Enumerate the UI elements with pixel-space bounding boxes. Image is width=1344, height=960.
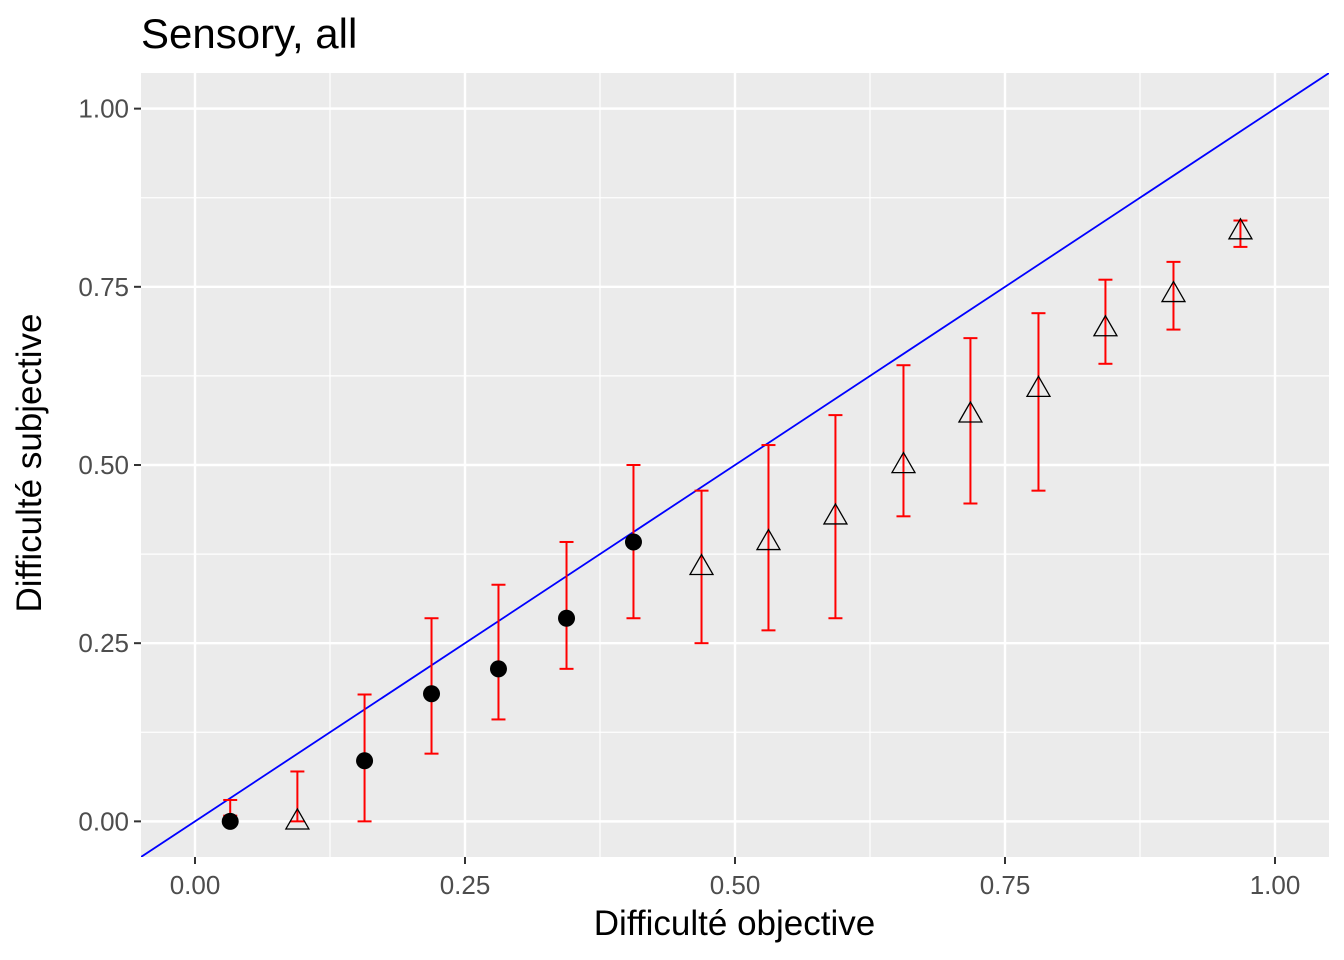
y-tick-label: 0.25	[78, 628, 129, 658]
data-point-triangle	[957, 400, 984, 423]
data-point-triangle	[1092, 314, 1119, 337]
data-point-circle	[489, 660, 507, 678]
x-tick-label: 0.75	[980, 870, 1031, 900]
data-point-triangle	[890, 451, 917, 474]
identity-line	[141, 73, 1329, 857]
chart-title: Sensory, all	[141, 10, 358, 57]
x-tick-label: 0.25	[440, 870, 491, 900]
x-tick-label: 0.50	[710, 870, 761, 900]
y-tick-label: 0.00	[78, 806, 129, 836]
data-point-circle	[423, 685, 441, 703]
x-tick-label: 0.00	[170, 870, 221, 900]
data-point-triangle	[1227, 217, 1254, 240]
data-point-triangle	[688, 553, 715, 576]
y-tick-label: 0.50	[78, 450, 129, 480]
data-point-circle	[221, 812, 239, 830]
data-point-circle	[356, 752, 374, 770]
data-point-triangle	[1025, 375, 1052, 397]
y-axis-title: Difficulté subjective	[10, 313, 49, 613]
data-point-triangle	[755, 528, 782, 551]
data-point-triangle	[1160, 280, 1187, 303]
x-axis-title: Difficulté objective	[593, 904, 876, 943]
y-tick-label: 1.00	[78, 94, 129, 124]
data-point-triangle	[822, 502, 849, 525]
data-point-circle	[624, 533, 642, 551]
data-point-triangle	[284, 807, 311, 830]
y-tick-label: 0.75	[78, 272, 129, 302]
data-point-circle	[558, 609, 576, 627]
x-tick-label: 1.00	[1250, 870, 1301, 900]
